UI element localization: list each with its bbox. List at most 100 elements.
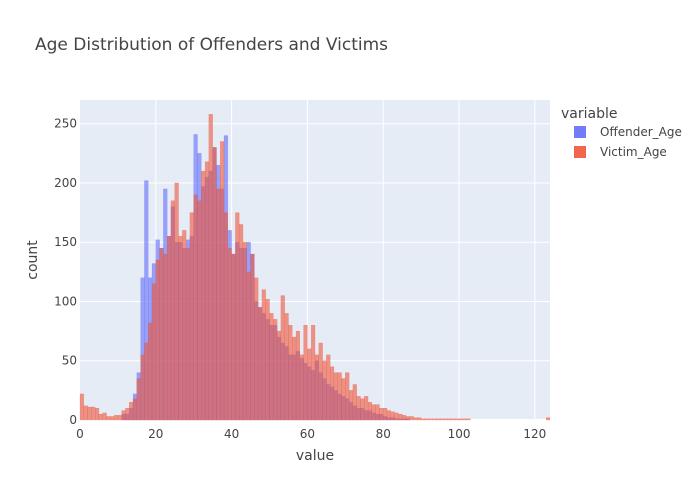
histogram-bar[interactable] <box>235 212 240 421</box>
histogram-bar[interactable] <box>98 413 103 421</box>
histogram-bar[interactable] <box>299 354 304 421</box>
histogram-bar[interactable] <box>204 161 210 421</box>
histogram-bar[interactable] <box>390 411 395 421</box>
histogram-bar[interactable] <box>356 396 361 421</box>
histogram-bar[interactable] <box>246 271 251 421</box>
histogram-bar[interactable] <box>212 147 217 421</box>
histogram-bar[interactable] <box>182 230 187 421</box>
histogram-bar[interactable] <box>462 418 467 421</box>
histogram-bar[interactable] <box>379 407 384 421</box>
histogram-bar[interactable] <box>466 418 471 421</box>
histogram-bar[interactable] <box>121 410 126 421</box>
histogram-bar[interactable] <box>375 404 380 421</box>
histogram-bar[interactable] <box>428 418 433 421</box>
histogram-bar[interactable] <box>314 354 319 421</box>
histogram-bar[interactable] <box>288 325 293 421</box>
histogram-bar[interactable] <box>144 342 149 421</box>
histogram-bar[interactable] <box>307 348 312 421</box>
histogram-bar[interactable] <box>265 298 270 421</box>
histogram-bar[interactable] <box>155 259 160 421</box>
histogram-bar[interactable] <box>167 236 172 421</box>
histogram-bar[interactable] <box>254 277 259 421</box>
histogram-bar[interactable] <box>102 412 107 421</box>
histogram-bar[interactable] <box>174 182 179 421</box>
histogram-bar[interactable] <box>129 402 134 421</box>
histogram-bar[interactable] <box>326 354 331 421</box>
histogram-bar[interactable] <box>106 416 111 421</box>
histogram-bar[interactable] <box>250 253 255 421</box>
histogram-bar[interactable] <box>79 393 84 421</box>
histogram-bar[interactable] <box>394 412 399 421</box>
histogram-bar[interactable] <box>113 415 119 421</box>
histogram-bar[interactable] <box>273 319 278 421</box>
histogram-bar[interactable] <box>284 313 289 421</box>
histogram-bar[interactable] <box>439 418 445 421</box>
histogram-bar[interactable] <box>458 418 463 421</box>
histogram-bar[interactable] <box>337 372 342 421</box>
histogram-bar[interactable] <box>413 417 418 421</box>
histogram-bar[interactable] <box>91 406 96 421</box>
histogram-bar[interactable] <box>208 114 213 421</box>
histogram-bar[interactable] <box>333 372 338 421</box>
histogram-bar[interactable] <box>223 212 228 421</box>
histogram-bar[interactable] <box>292 336 297 421</box>
histogram-bar[interactable] <box>409 416 414 421</box>
histogram-bar[interactable] <box>352 384 357 421</box>
histogram-bar[interactable] <box>276 330 282 421</box>
histogram-bar[interactable] <box>386 410 391 421</box>
legend-item[interactable]: Victim_Age <box>574 145 667 159</box>
histogram-bar[interactable] <box>231 253 236 421</box>
histogram-bar[interactable] <box>132 398 138 421</box>
histogram-bar[interactable] <box>185 247 191 421</box>
histogram-bar[interactable] <box>216 188 221 421</box>
histogram-bar[interactable] <box>227 247 232 421</box>
histogram-bar[interactable] <box>360 398 365 421</box>
histogram-bar[interactable] <box>220 141 225 421</box>
histogram-bar[interactable] <box>163 253 168 421</box>
histogram-bar[interactable] <box>402 415 407 421</box>
histogram-bar[interactable] <box>140 354 145 421</box>
histogram-bar[interactable] <box>383 407 388 421</box>
histogram-bar[interactable] <box>398 413 403 421</box>
histogram-bar[interactable] <box>189 212 194 421</box>
histogram-bar[interactable] <box>261 289 266 421</box>
histogram-bar[interactable] <box>159 247 164 421</box>
histogram-bar[interactable] <box>151 283 156 421</box>
histogram-bar[interactable] <box>201 170 206 421</box>
histogram-bar[interactable] <box>178 236 183 421</box>
histogram-bar[interactable] <box>447 418 452 421</box>
histogram-bar[interactable] <box>330 366 335 421</box>
histogram-bar[interactable] <box>405 416 410 421</box>
histogram-bar[interactable] <box>371 404 376 421</box>
histogram-bar[interactable] <box>311 325 316 421</box>
histogram-bar[interactable] <box>420 418 426 421</box>
histogram-bar[interactable] <box>303 325 308 421</box>
histogram-bar[interactable] <box>239 224 244 421</box>
histogram-bar[interactable] <box>364 396 369 421</box>
histogram-bar[interactable] <box>546 417 551 421</box>
histogram-bar[interactable] <box>367 402 373 421</box>
histogram-bar[interactable] <box>455 418 460 421</box>
histogram-bar[interactable] <box>242 242 247 421</box>
histogram-bar[interactable] <box>451 418 456 421</box>
histogram-bar[interactable] <box>193 194 198 421</box>
histogram-bar[interactable] <box>83 405 88 421</box>
histogram-bar[interactable] <box>322 360 327 421</box>
histogram-bar[interactable] <box>295 330 300 421</box>
histogram-bar[interactable] <box>417 417 422 421</box>
histogram-bar[interactable] <box>348 390 354 421</box>
legend[interactable]: variable Offender_Age Victim_Age <box>561 106 682 159</box>
histogram-bar[interactable] <box>318 342 323 421</box>
histogram-bar[interactable] <box>117 415 122 421</box>
legend-item[interactable]: Offender_Age <box>574 125 682 139</box>
histogram-bar[interactable] <box>197 200 202 421</box>
histogram-bar[interactable] <box>170 200 175 421</box>
histogram-bar[interactable] <box>345 372 350 421</box>
histogram-bar[interactable] <box>432 418 437 421</box>
histogram-bar[interactable] <box>341 378 346 421</box>
histogram-bar[interactable] <box>110 416 115 421</box>
histogram-bar[interactable] <box>87 406 92 421</box>
histogram-bar[interactable] <box>269 313 274 421</box>
histogram-bar[interactable] <box>443 418 448 421</box>
histogram-bar[interactable] <box>148 322 153 421</box>
